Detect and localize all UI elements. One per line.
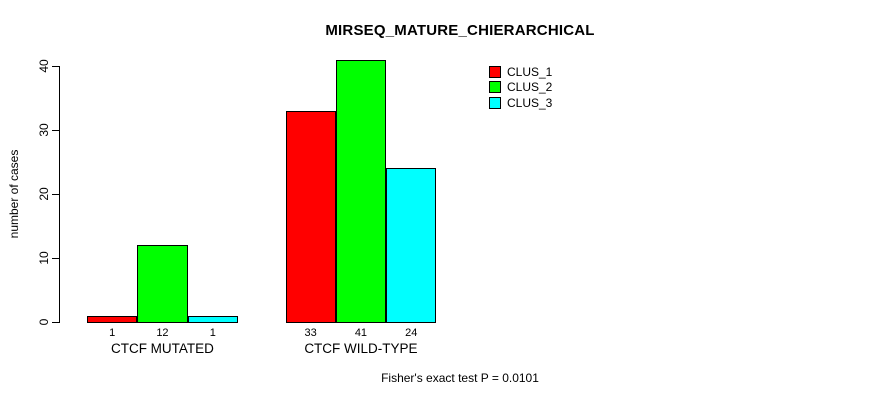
x-category-label: CTCF WILD-TYPE: [304, 341, 418, 356]
y-tick-label: 40: [37, 59, 51, 73]
y-axis-line: [59, 66, 60, 323]
bar-value-label: 12: [156, 327, 169, 339]
bar-clus_3-1: [187, 315, 238, 323]
legend: CLUS_1 CLUS_2 CLUS_3: [489, 64, 552, 111]
y-tick-mark: [52, 194, 59, 195]
bar-clus_3-2: [386, 168, 437, 323]
y-tick-mark: [52, 66, 59, 67]
legend-label: CLUS_2: [507, 80, 553, 95]
legend-swatch-clus_1: [489, 65, 501, 78]
bar-clus_1-2: [285, 110, 336, 323]
y-tick-label: 30: [37, 123, 51, 137]
y-tick-label: 10: [37, 251, 51, 265]
bar-clus_1-1: [87, 315, 138, 323]
legend-label: CLUS_1: [507, 64, 553, 79]
y-tick-label: 0: [37, 318, 51, 326]
legend-item-clus_3: CLUS_3: [489, 95, 552, 111]
bar-value-label: 33: [304, 327, 317, 339]
y-tick-mark: [52, 322, 59, 323]
x-category-label: CTCF MUTATED: [110, 341, 214, 356]
chart-title: MIRSEQ_MATURE_CHIERARCHICAL: [325, 22, 595, 39]
y-axis-title: number of cases: [7, 149, 21, 239]
bar-value-label: 1: [109, 327, 116, 339]
y-tick-mark: [52, 258, 59, 259]
bar-clus_2-1: [137, 245, 188, 323]
bar-value-label: 1: [209, 327, 216, 339]
y-tick-label: 20: [37, 187, 51, 201]
legend-label: CLUS_3: [507, 95, 553, 110]
legend-swatch-clus_3: [489, 96, 501, 109]
legend-swatch-clus_2: [489, 81, 501, 94]
bar-value-label: 41: [354, 327, 368, 339]
fisher-test-annotation: Fisher's exact test P = 0.0101: [381, 371, 539, 385]
legend-item-clus_2: CLUS_2: [489, 80, 552, 96]
y-tick-mark: [52, 130, 59, 131]
legend-item-clus_1: CLUS_1: [489, 64, 552, 80]
bar-clus_2-2: [335, 59, 387, 323]
bar-value-label: 24: [405, 327, 418, 339]
